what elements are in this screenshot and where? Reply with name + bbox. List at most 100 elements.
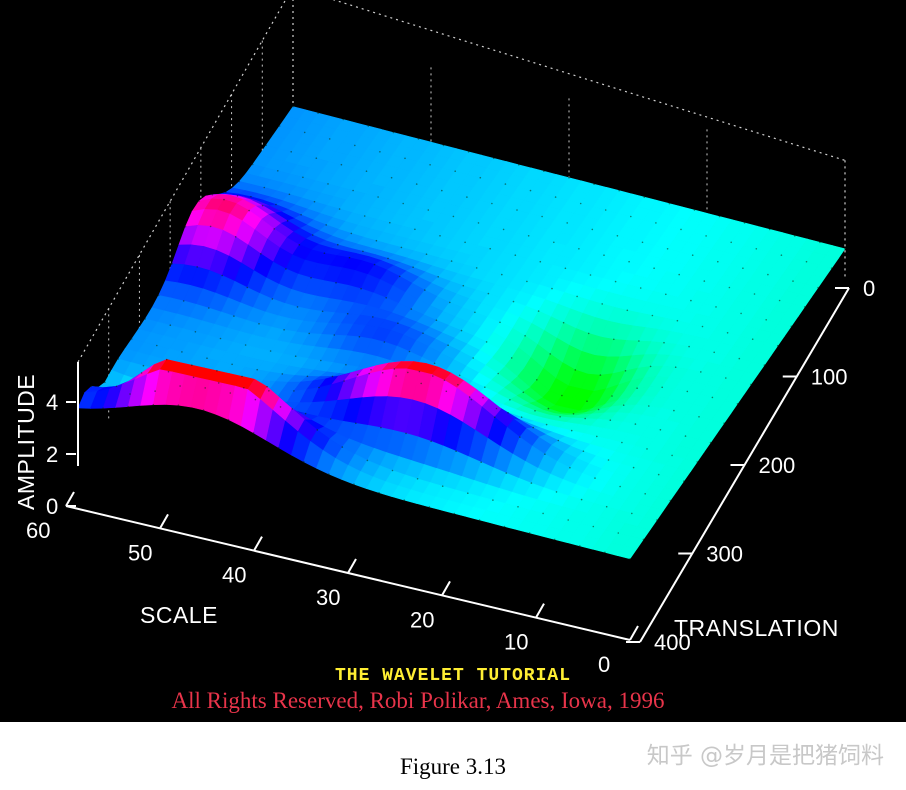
- mesh-dot: [320, 359, 322, 362]
- mesh-dot: [564, 267, 567, 270]
- y-tick-label: 10: [504, 630, 528, 655]
- mesh-dot: [266, 385, 268, 388]
- mesh-dot: [425, 253, 428, 255]
- mesh-dot: [424, 289, 426, 291]
- mesh-dot: [454, 170, 457, 172]
- mesh-dot: [467, 492, 469, 495]
- mesh-dot: [480, 461, 483, 464]
- mesh-dot: [462, 284, 465, 287]
- mesh-dot: [527, 235, 530, 237]
- mesh-dot: [594, 477, 596, 479]
- mesh-dot: [561, 394, 563, 397]
- mesh-dot: [346, 312, 349, 315]
- mesh-dot: [387, 257, 389, 260]
- mesh-dot: [179, 385, 181, 387]
- mesh-dot: [402, 202, 405, 205]
- mesh-dot: [182, 300, 185, 302]
- mesh-dot: [671, 454, 673, 457]
- mesh-dot: [90, 385, 93, 388]
- mesh-dot: [365, 170, 368, 172]
- mesh-dot: [690, 299, 692, 302]
- mesh-dot: [578, 248, 580, 250]
- mesh-dot: [631, 512, 633, 515]
- mesh-dot: [202, 409, 205, 411]
- mesh-dot: [443, 379, 446, 382]
- mesh-dot: [653, 267, 655, 270]
- mesh-dot: [642, 538, 645, 541]
- mesh-dot: [416, 478, 419, 480]
- mesh-dot: [803, 306, 806, 308]
- mesh-dot: [715, 306, 717, 308]
- mesh-dot: [102, 407, 104, 410]
- mesh-dot: [713, 351, 715, 354]
- mesh-dot: [383, 341, 386, 343]
- mesh-dot: [441, 189, 443, 192]
- mesh-dot: [333, 334, 336, 336]
- mesh-dot: [651, 314, 654, 317]
- mesh-dot: [501, 273, 503, 276]
- mesh-dot: [520, 416, 523, 419]
- mesh-dot: [366, 459, 369, 462]
- mesh-dot: [298, 244, 301, 246]
- mesh-dot: [360, 287, 362, 290]
- mesh-dot: [701, 325, 704, 328]
- mesh-dot: [553, 538, 556, 541]
- mesh-dot: [638, 340, 640, 342]
- y-tick-mark: [159, 513, 169, 529]
- mesh-dot: [216, 370, 218, 372]
- mesh-dot: [321, 310, 324, 313]
- mesh-dot: [751, 338, 754, 341]
- mesh-dot: [780, 254, 783, 256]
- mesh-dot: [607, 459, 610, 461]
- mesh-dot: [613, 338, 615, 341]
- mesh-dot: [392, 131, 395, 134]
- mesh-dot: [192, 376, 195, 379]
- mesh-dot: [665, 293, 667, 296]
- mesh-dot: [449, 301, 451, 304]
- figure-caption: Figure 3.13: [399, 754, 507, 779]
- mesh-dot: [599, 374, 602, 376]
- mesh-dot: [619, 485, 621, 488]
- mesh-dot: [318, 386, 320, 389]
- mesh-dot: [604, 209, 607, 211]
- y-tick-label: 0: [598, 652, 610, 677]
- mesh-dot: [567, 519, 569, 521]
- mesh-dot: [367, 125, 370, 127]
- mesh-dot: [753, 293, 756, 295]
- mesh-dot: [338, 208, 341, 210]
- mesh-dot: [474, 311, 476, 314]
- mesh-dot: [518, 164, 520, 166]
- mesh-dot: [302, 176, 304, 179]
- mesh-dot: [646, 448, 648, 450]
- mesh-dot: [736, 403, 739, 405]
- mesh-dot: [611, 395, 613, 397]
- mesh-dot: [277, 170, 279, 172]
- mesh-dot: [659, 429, 662, 431]
- mesh-dot: [777, 344, 779, 347]
- mesh-dot: [241, 375, 243, 378]
- mesh-dot: [467, 151, 470, 153]
- mesh-dot: [514, 254, 517, 256]
- y-axis-label: SCALE: [140, 602, 218, 628]
- mesh-dot: [169, 324, 172, 327]
- mesh-dot: [725, 377, 727, 379]
- mesh-dot: [709, 441, 712, 444]
- mesh-dot: [805, 260, 808, 263]
- mesh-dot: [680, 228, 682, 231]
- mesh-dot: [452, 215, 455, 218]
- plot-panel: 0 2 4 60 50 40 30 20 10 0 0 100 200 300 400 AMPLITUDE …: [0, 0, 906, 722]
- mesh-dot: [317, 112, 319, 114]
- mesh-dot: [539, 260, 542, 263]
- mesh-dot: [352, 189, 354, 192]
- mesh-dot: [115, 385, 118, 388]
- mesh-dot: [460, 329, 463, 332]
- mesh-dot: [329, 418, 332, 420]
- mesh-dot: [281, 373, 284, 375]
- mesh-dot: [292, 105, 294, 108]
- mesh-dot: [246, 286, 249, 289]
- mesh-dot: [335, 282, 337, 284]
- mesh-dot: [492, 157, 495, 160]
- mesh-dot: [157, 294, 160, 297]
- mesh-dot: [792, 280, 794, 282]
- mesh-dot: [308, 332, 311, 335]
